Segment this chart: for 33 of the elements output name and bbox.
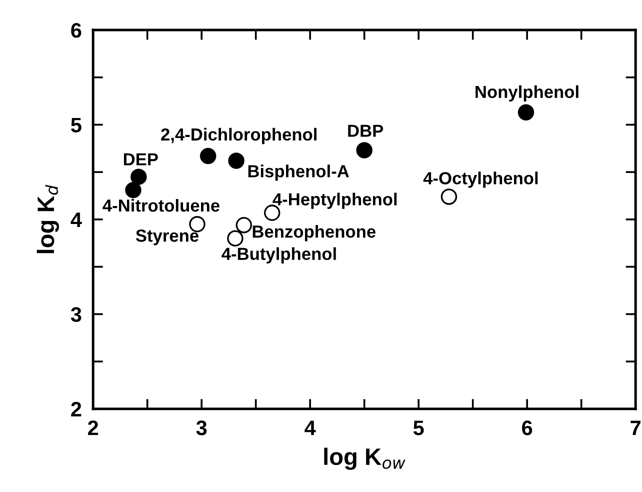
y-tick-label: 2: [71, 402, 82, 416]
x-tick-label: 5: [413, 420, 424, 436]
point: [228, 152, 244, 169]
x-tick-label: 4: [304, 420, 316, 436]
x-tick-label: 3: [196, 420, 207, 436]
x-axis-title: log K$_{ow}$: [324, 448, 406, 470]
x-tick-label: 6: [522, 420, 532, 436]
y-tick-label: 4: [70, 212, 82, 227]
y-tick-label: 5: [71, 118, 82, 132]
point: [125, 182, 142, 198]
annotation: Nonylphenol: [476, 85, 578, 102]
point: [356, 142, 372, 158]
point: [440, 188, 458, 205]
x-tick-label: 2: [88, 420, 98, 436]
annotation: 2,4-Dichlorophenol: [161, 128, 316, 144]
annotation: Bisphenol-A: [248, 164, 349, 181]
annotation: 4-Butylphenol: [222, 247, 336, 264]
point: [200, 148, 216, 164]
annotation: 4-Octylphenol: [423, 172, 538, 188]
annotation: 4-Heptylphenol: [272, 192, 397, 209]
point: [130, 168, 147, 185]
annotation: DEP: [124, 153, 158, 166]
point: [227, 230, 244, 246]
point: [518, 104, 534, 121]
y-tick-label: 3: [70, 307, 82, 322]
y-axis-title: log K$_{d}$: [36, 184, 59, 254]
y-tick-label: 6: [71, 23, 82, 38]
annotation: 4-Nitrotoluene: [102, 198, 220, 212]
annotation: DBP: [348, 124, 384, 137]
x-tick-label: 7: [630, 420, 640, 436]
annotation: Styrene: [136, 230, 198, 246]
annotation: Benzophenone: [252, 225, 376, 242]
point: [236, 216, 252, 234]
